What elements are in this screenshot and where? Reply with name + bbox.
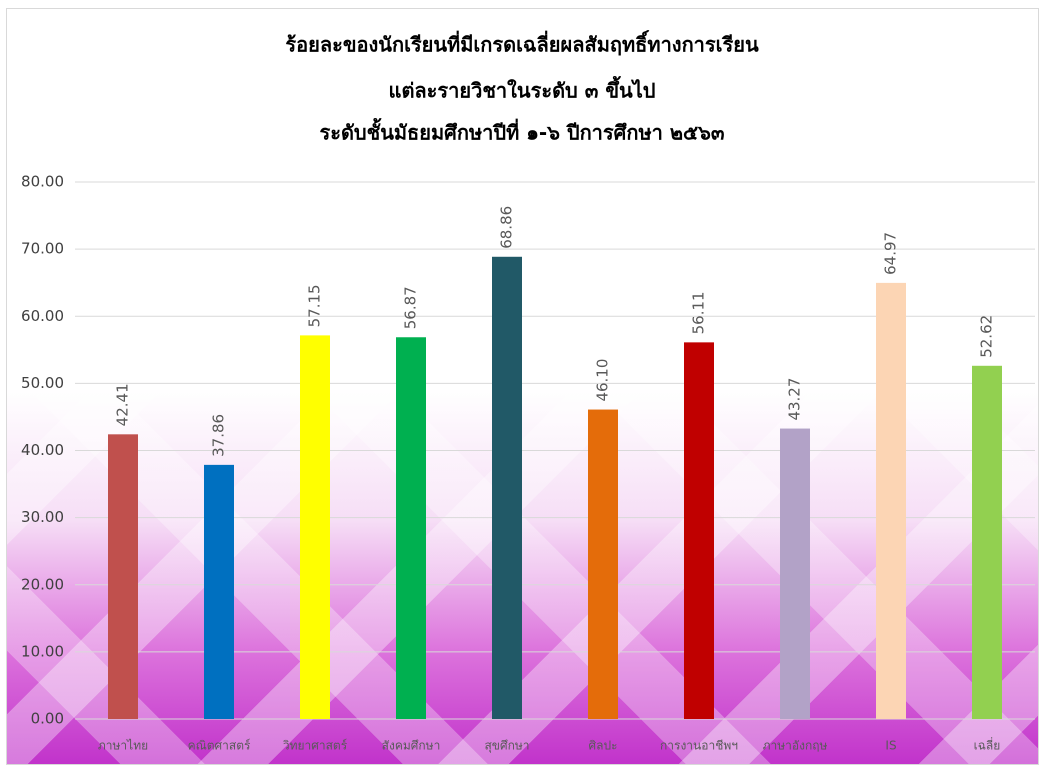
x-tick-label: เฉลี่ย [974, 737, 1001, 753]
x-tick-label: สุขศึกษา [484, 739, 529, 754]
y-tick-label: 10.00 [21, 642, 64, 660]
bar [684, 342, 714, 719]
value-label: 68.86 [498, 206, 516, 249]
x-tick-label: การงานอาชีพฯ [660, 739, 738, 753]
value-label: 46.10 [594, 359, 612, 402]
x-tick-label: คณิตศาสตร์ [188, 739, 251, 753]
bar [492, 256, 522, 719]
value-label: 52.62 [978, 315, 996, 358]
value-label: 43.27 [786, 378, 804, 421]
bar [204, 464, 234, 719]
bar [396, 337, 426, 719]
value-label: 42.41 [114, 383, 132, 426]
chart-title: ร้อยละของนักเรียนที่มีเกรดเฉลี่ยผลสัมฤทธ… [285, 30, 759, 57]
y-tick-label: 70.00 [21, 240, 64, 258]
bar [108, 434, 138, 719]
y-tick-label: 0.00 [31, 710, 64, 728]
y-tick-label: 50.00 [21, 374, 64, 392]
x-tick-label: IS [885, 739, 896, 753]
bar [588, 409, 618, 719]
bar [300, 335, 330, 719]
value-label: 56.87 [402, 286, 420, 329]
bar [780, 428, 810, 719]
y-tick-label: 20.00 [21, 575, 64, 593]
y-tick-label: 30.00 [21, 508, 64, 526]
x-tick-label: สังคมศึกษา [382, 739, 441, 753]
x-tick-label: ภาษาอังกฤษ [763, 739, 828, 753]
chart-title: แต่ละรายวิชาในระดับ ๓ ขึ้นไป [389, 76, 656, 103]
value-label: 37.86 [210, 414, 228, 457]
value-label: 56.11 [690, 291, 708, 334]
y-tick-label: 40.00 [21, 441, 64, 459]
y-tick-label: 60.00 [21, 307, 64, 325]
bar [972, 365, 1002, 719]
y-tick-label: 80.00 [21, 173, 64, 191]
chart-frame [6, 8, 1039, 765]
x-tick-label: ศิลปะ [588, 739, 617, 753]
value-label: 64.97 [882, 232, 900, 275]
x-tick-label: วิทยาศาสตร์ [283, 739, 348, 753]
chart-title: ระดับชั้นมัธยมศึกษาปีที่ ๑-๖ ปีการศึกษา … [319, 118, 724, 145]
x-tick-label: ภาษาไทย [98, 739, 148, 753]
background-decoration [7, 389, 1038, 764]
value-label: 57.15 [306, 284, 324, 327]
bar [876, 282, 906, 719]
